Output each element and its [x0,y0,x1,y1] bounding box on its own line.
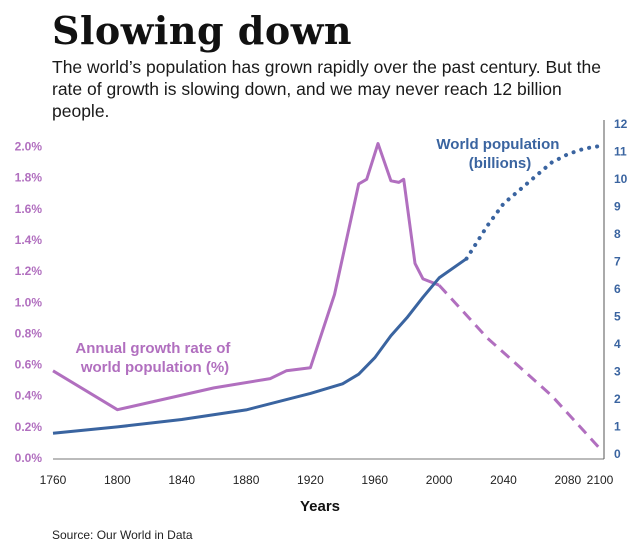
right-tick-label: 0 [614,447,621,461]
right-tick-label: 1 [614,419,621,433]
population-label-line-2: (billions) [469,155,532,172]
right-tick-label: 7 [614,254,621,268]
growth-series-label: Annual growth rate of world population (… [75,340,234,376]
right-tick-label: 8 [614,227,621,241]
left-tick-label: 1.0% [15,295,43,309]
right-tick-label: 3 [614,364,621,378]
x-tick-label: 1960 [361,473,388,487]
source-note: Source: Our World in Data [52,528,193,542]
right-tick-label: 12 [614,117,628,131]
left-tick-label: 0.6% [15,358,43,372]
x-tick-label: 1920 [297,473,324,487]
growth-rate-projection [437,284,602,450]
x-tick-label: 2040 [490,473,517,487]
left-tick-label: 1.2% [15,264,43,278]
population-line [52,257,468,435]
right-tick-label: 2 [614,392,621,406]
left-tick-label: 0.0% [15,451,43,465]
right-tick-label: 5 [614,309,621,323]
x-tick-label: 1800 [104,473,131,487]
population-label-line-1: World population [436,136,559,153]
left-tick-label: 1.8% [15,171,43,185]
x-tick-label: 2000 [426,473,453,487]
x-axis-title: Years [300,498,340,515]
left-tick-label: 0.8% [15,326,43,340]
left-tick-label: 1.6% [15,202,43,216]
right-tick-label: 9 [614,199,621,213]
right-tick-label: 11 [614,144,627,158]
left-tick-label: 2.0% [15,140,43,154]
x-tick-label: 2080 [554,473,581,487]
x-axis-ticks: 1760 1800 1840 1880 1920 1960 2000 2040 2080 2100 [40,473,614,487]
population-series-label: World population (billions) [436,136,563,172]
right-tick-label: 6 [614,282,621,296]
left-tick-label: 0.2% [15,420,43,434]
right-tick-label: 10 [614,172,628,186]
right-tick-label: 4 [614,337,621,351]
x-tick-label: 2100 [587,473,614,487]
x-tick-label: 1840 [168,473,195,487]
x-tick-label: 1880 [233,473,260,487]
left-tick-label: 1.4% [15,233,43,247]
series-layer [52,142,602,450]
growth-rate-line [52,142,440,412]
growth-label-line-1: Annual growth rate of [75,340,231,357]
population-projection [464,144,602,261]
page-title: Slowing down [52,8,353,53]
left-tick-label: 0.4% [15,389,43,403]
page-subtitle: The world’s population has grown rapidly… [52,57,601,121]
growth-label-line-2: world population (%) [80,359,229,376]
left-axis-ticks: 0.0% 0.2% 0.4% 0.6% 0.8% 1.0% 1.2% 1.4% 1.6% 1.8%… [15,140,43,465]
x-tick-label: 1760 [40,473,67,487]
